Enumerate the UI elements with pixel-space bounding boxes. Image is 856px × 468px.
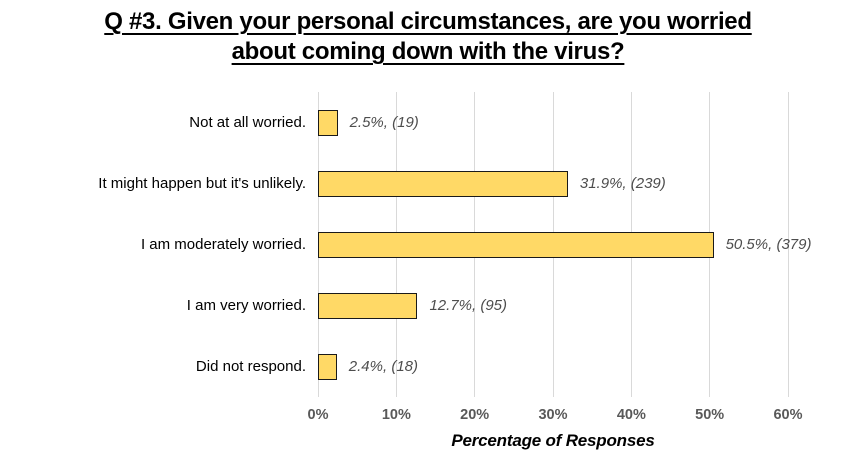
- x-tick-label: 0%: [307, 407, 329, 423]
- bar: [318, 109, 338, 136]
- bar: [318, 292, 418, 319]
- bar: [318, 231, 714, 258]
- x-tick-label: 40%: [616, 407, 646, 423]
- bar-value-label: 2.5%, (19): [349, 113, 419, 131]
- category-label: Did not respond.: [195, 357, 306, 375]
- bar-value-label: 12.7%, (95): [429, 296, 508, 314]
- category-label: It might happen but it's unlikely.: [98, 174, 306, 192]
- chart-title: Q #3. Given your personal circumstances,…: [0, 7, 856, 67]
- x-tick-label: 20%: [460, 407, 490, 423]
- bar: [318, 170, 568, 197]
- category-label: I am very worried.: [186, 296, 306, 314]
- chart-title-line-1: Q #3. Given your personal circumstances,…: [104, 8, 752, 35]
- bar-value-label: 2.4%, (18): [348, 357, 418, 375]
- bar: [318, 353, 337, 380]
- bar-value-label: 50.5%, (379): [725, 235, 812, 253]
- x-tick-label: 30%: [538, 407, 568, 423]
- x-tick-label: 10%: [381, 407, 411, 423]
- chart-title-line-2: about coming down with the virus?: [231, 38, 625, 65]
- bar-value-label: 31.9%, (239): [579, 174, 666, 192]
- x-tick-label: 50%: [695, 407, 725, 423]
- x-axis-title: Percentage of Responses: [451, 431, 655, 450]
- category-label: Not at all worried.: [189, 113, 306, 131]
- x-tick-label: 60%: [773, 407, 803, 423]
- gridline: [787, 92, 789, 397]
- category-label: I am moderately worried.: [140, 235, 306, 253]
